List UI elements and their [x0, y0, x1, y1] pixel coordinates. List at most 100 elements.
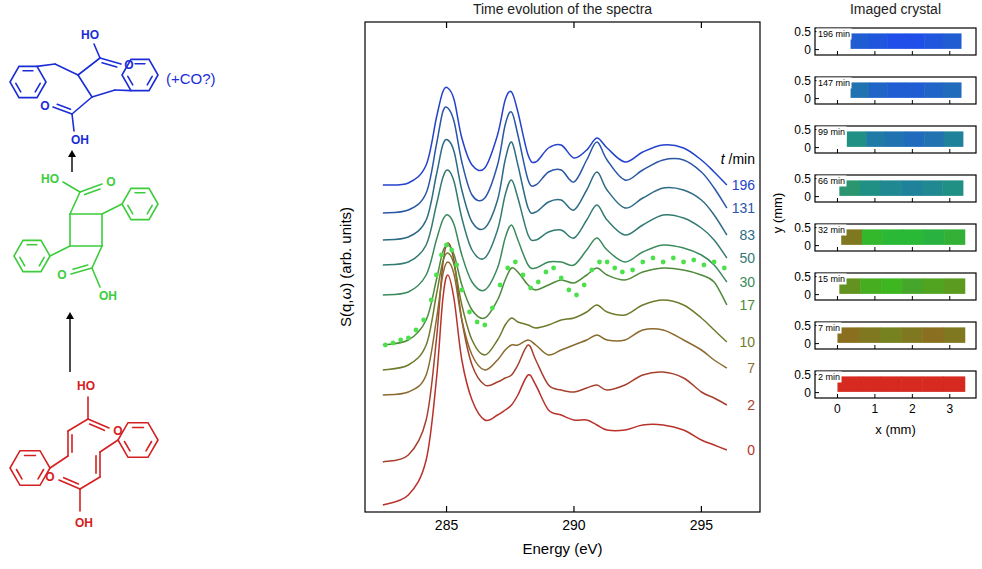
reference-point — [406, 336, 411, 341]
y-tick-label: 0.5 — [794, 123, 811, 137]
x-tick — [912, 247, 913, 251]
x-tick — [573, 506, 574, 512]
atom-label: O — [106, 175, 115, 189]
series-label: 10 — [739, 334, 755, 350]
bond — [133, 427, 144, 429]
x-tick — [701, 22, 702, 28]
chart-title: Time evolution of the spectra — [473, 1, 652, 17]
atom-label: HO — [41, 172, 59, 186]
panel-label: 99 min — [818, 127, 845, 137]
y-tick-label: 0.5 — [794, 221, 811, 235]
label-patch — [817, 225, 847, 236]
bond — [64, 478, 79, 484]
bond — [72, 97, 92, 114]
bond — [147, 205, 152, 214]
background — [0, 0, 982, 569]
x-tick — [874, 296, 875, 300]
crystal-segment — [881, 180, 902, 195]
panel-label: 66 min — [818, 176, 845, 186]
y-tick — [815, 343, 819, 344]
benzene-ring — [10, 66, 46, 97]
x-tick — [949, 296, 950, 300]
bond — [147, 76, 152, 85]
spectrum-line — [383, 245, 727, 345]
bond — [78, 75, 92, 97]
reference-point — [398, 338, 403, 343]
y-tick-label: 0 — [804, 239, 811, 253]
y-axis-title: S(q,ω) (arb. units) — [337, 207, 354, 327]
label-patch — [817, 274, 847, 285]
reference-point — [691, 258, 696, 263]
benzene-ring — [122, 188, 158, 219]
crystal-segment — [902, 278, 923, 293]
spectrum-line — [383, 107, 727, 213]
spectrum-line — [383, 253, 727, 370]
x-tick-label: 295 — [690, 517, 714, 533]
bond — [87, 397, 89, 419]
x-tick — [837, 100, 838, 104]
x-tick — [949, 345, 950, 349]
y-tick-label: 0.5 — [794, 368, 811, 382]
x-tick — [949, 247, 950, 251]
reference-point — [528, 286, 533, 291]
crystal-panel — [841, 229, 965, 244]
bond — [55, 64, 78, 75]
reference-point — [544, 270, 549, 275]
figure: Time evolution of the spectra285290295En… — [0, 0, 982, 569]
series-label-title: t /min — [721, 151, 755, 167]
reference-point — [475, 320, 480, 325]
label-patch — [817, 78, 852, 89]
bond — [92, 90, 115, 97]
reference-point — [630, 268, 635, 273]
reference-point — [498, 283, 503, 288]
x-tick — [446, 22, 447, 28]
bond — [78, 58, 100, 75]
benzene-ring — [10, 451, 50, 486]
bond — [25, 455, 36, 457]
bond — [70, 192, 80, 214]
bond — [94, 44, 100, 58]
bond — [23, 70, 33, 72]
series-label: 131 — [732, 200, 756, 216]
crystal-segment — [924, 82, 943, 97]
plot-marks — [383, 87, 727, 505]
label-patch — [817, 127, 847, 138]
label-patch — [817, 372, 842, 383]
atom-label: OH — [99, 289, 117, 303]
structure: HOOOOH — [10, 379, 158, 530]
y-tick-label: 0 — [804, 288, 811, 302]
atom-label: HO — [81, 28, 99, 42]
crystal-panel — [847, 131, 964, 146]
reference-point — [383, 343, 388, 348]
x-tick — [912, 100, 913, 104]
x-tick — [837, 247, 838, 251]
y-tick-label: 0 — [804, 386, 811, 400]
panel-label: 147 min — [818, 78, 850, 88]
y-tick-label: 0.5 — [794, 172, 811, 186]
x-tick — [837, 51, 838, 55]
crystal-segment — [869, 82, 888, 97]
y-tick-label: 0 — [804, 190, 811, 204]
atom-label: O — [124, 58, 133, 72]
bond — [39, 257, 44, 266]
crystal-segment — [901, 327, 923, 342]
y-tick — [815, 49, 819, 50]
bond — [100, 440, 118, 452]
panel-frame — [815, 126, 976, 153]
panel-label: 7 min — [818, 323, 840, 333]
x-axis-title: x (mm) — [875, 422, 915, 437]
reference-point — [459, 288, 464, 293]
crystal-panel — [851, 33, 962, 48]
crystal-segment — [880, 376, 902, 391]
benzene-ring — [14, 240, 50, 271]
reference-point — [671, 256, 676, 261]
bond — [80, 477, 100, 489]
reference-point — [421, 318, 426, 323]
crystal-panel — [839, 278, 965, 293]
label-patch — [817, 176, 847, 187]
crystal-segment — [847, 131, 867, 146]
y-tick-label: 0 — [804, 141, 811, 155]
spectrum-line — [383, 215, 727, 295]
bond — [38, 469, 43, 478]
x-tick — [837, 149, 838, 153]
